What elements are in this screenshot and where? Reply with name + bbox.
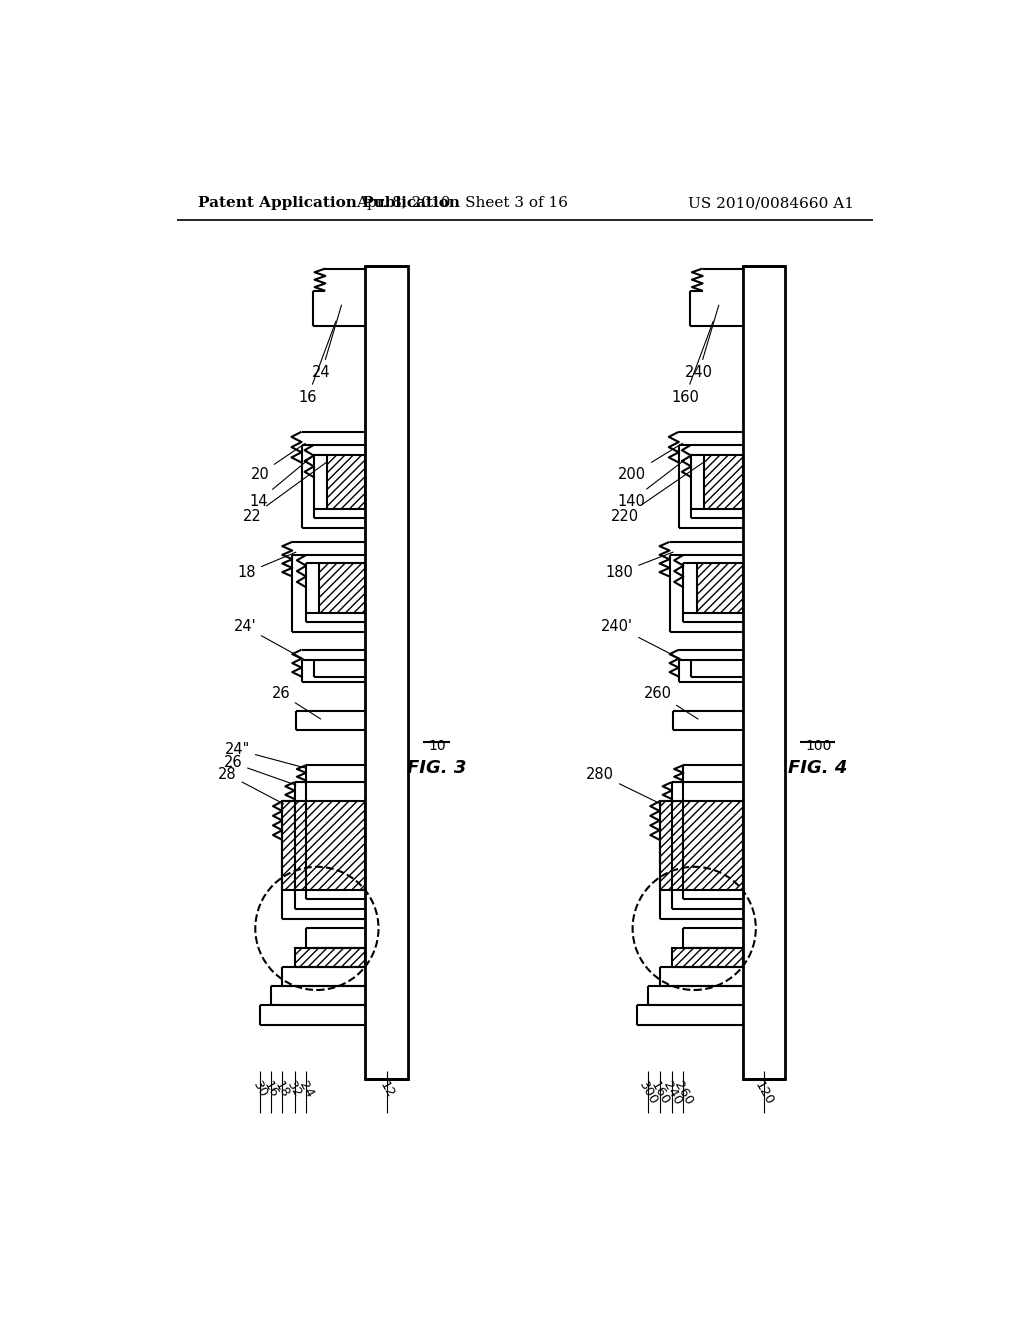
Text: 260: 260 [672,1078,695,1107]
Text: US 2010/0084660 A1: US 2010/0084660 A1 [688,197,854,210]
Text: Apr. 8, 2010   Sheet 3 of 16: Apr. 8, 2010 Sheet 3 of 16 [355,197,567,210]
Polygon shape [319,562,366,612]
Polygon shape [366,267,408,1078]
Polygon shape [295,948,366,966]
Text: 10: 10 [429,739,446,752]
Text: 24": 24" [224,742,306,768]
Polygon shape [283,801,366,890]
Text: 300: 300 [636,1078,659,1107]
Text: 240': 240' [601,619,681,659]
Text: 24: 24 [296,1078,316,1100]
Polygon shape [659,801,742,890]
Text: 100: 100 [806,739,833,752]
Text: 24': 24' [233,619,304,659]
Polygon shape [327,455,366,508]
Polygon shape [705,455,742,508]
Text: 260: 260 [644,686,698,719]
Text: 14: 14 [249,454,314,508]
Text: 26: 26 [223,755,296,785]
Text: 120: 120 [753,1078,776,1107]
Text: 200: 200 [618,444,683,482]
Text: 18: 18 [272,1078,292,1100]
Text: FIG. 4: FIG. 4 [787,759,847,777]
Text: 280: 280 [586,767,660,804]
Text: 26: 26 [271,686,321,719]
Text: Patent Application Publication: Patent Application Publication [198,197,460,210]
Text: 16: 16 [298,321,336,405]
Text: 16: 16 [261,1078,281,1100]
Text: 180: 180 [605,552,673,581]
Text: 160: 160 [647,1078,672,1107]
Text: 22: 22 [243,462,327,524]
Polygon shape [742,267,785,1078]
Text: 240: 240 [685,305,719,380]
Polygon shape [672,948,742,966]
Text: 28: 28 [218,767,284,804]
Text: 140: 140 [617,454,692,508]
Text: 160: 160 [671,321,714,405]
Text: 30: 30 [250,1078,269,1100]
Text: 240: 240 [659,1078,684,1107]
Text: FIG. 3: FIG. 3 [408,759,467,777]
Text: 24: 24 [312,305,342,380]
Text: 32: 32 [285,1078,304,1100]
Text: 20: 20 [251,444,305,482]
Text: 12: 12 [377,1078,397,1100]
Polygon shape [696,562,742,612]
Text: 18: 18 [238,552,296,581]
Text: 220: 220 [610,462,705,524]
